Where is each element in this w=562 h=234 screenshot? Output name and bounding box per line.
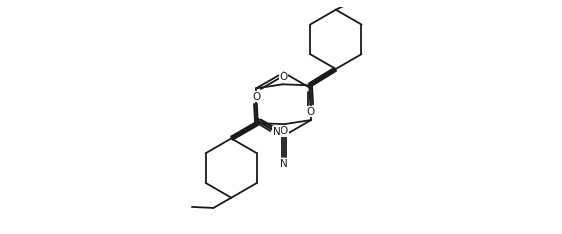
Text: O: O [279,72,287,82]
Text: N: N [273,127,280,137]
Text: O: O [306,107,314,117]
Text: O: O [253,91,261,102]
Text: O: O [280,126,288,136]
Text: N: N [280,159,287,169]
